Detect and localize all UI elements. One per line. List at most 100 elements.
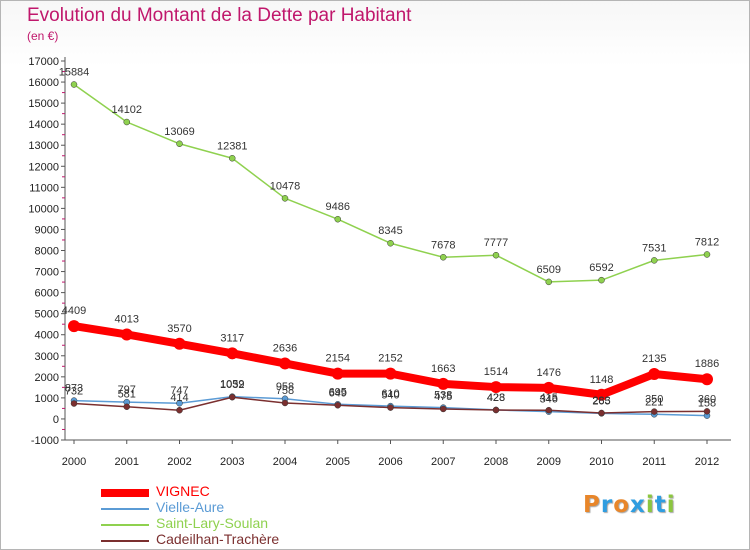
data-point [545, 406, 552, 414]
logo-letter: o [613, 492, 631, 518]
x-tick-label: 2009 [537, 456, 561, 468]
data-label: 6509 [537, 264, 561, 276]
data-label: 649 [329, 387, 347, 399]
y-tick-label: 10000 [28, 203, 59, 215]
data-label: 2135 [642, 353, 666, 365]
data-label: 695 [329, 386, 347, 398]
chart-title: Evolution du Montant de la Dette par Hab… [27, 5, 412, 26]
y-tick-label: 11000 [29, 182, 59, 194]
data-label: 360 [698, 393, 716, 405]
data-label: 415 [540, 392, 558, 404]
y-tick-label: 3000 [35, 351, 59, 363]
data-label: 2636 [273, 342, 297, 354]
data-label: 1514 [484, 366, 508, 378]
y-tick-label: 13000 [28, 140, 59, 152]
data-point [703, 251, 711, 258]
data-point [70, 81, 78, 88]
data-point [70, 400, 78, 407]
data-point [387, 404, 394, 411]
data-point [331, 367, 344, 380]
legend-swatch [101, 508, 149, 510]
data-label: 3117 [220, 332, 244, 344]
data-label: 2152 [378, 353, 402, 365]
data-point [545, 278, 552, 286]
data-label: 346 [540, 394, 558, 406]
data-label: 158 [698, 398, 716, 410]
data-point [229, 393, 236, 401]
data-label: 14102 [111, 104, 142, 116]
y-tick-label: 9000 [35, 224, 59, 236]
y-tick-label: 0 [53, 414, 59, 426]
x-tick-label: 2000 [62, 456, 86, 468]
data-point [651, 408, 658, 415]
logo-letter: P [583, 492, 601, 518]
data-point [229, 155, 236, 162]
data-label: 15884 [59, 66, 90, 78]
x-tick-label: 2008 [484, 456, 508, 468]
data-point [279, 357, 291, 370]
data-point [68, 320, 80, 333]
data-label: 221 [645, 396, 663, 408]
y-tick-label: 5000 [35, 309, 59, 321]
data-label: 958 [276, 381, 294, 393]
data-label: 3570 [167, 323, 191, 335]
x-tick-label: 2005 [326, 456, 350, 468]
data-label: 283 [592, 395, 610, 407]
logo-letter: i [645, 492, 655, 518]
chart-subtitle: (en €) [27, 29, 59, 43]
data-point [384, 367, 397, 380]
data-point [173, 337, 186, 350]
data-point [176, 140, 183, 148]
data-label: 1032 [220, 379, 244, 391]
y-tick-label: 7000 [35, 267, 59, 279]
y-tick-label: 2000 [35, 372, 59, 384]
legend-label: Saint-Lary-Soulan [156, 515, 269, 531]
data-point [542, 381, 555, 394]
legend-label: Cadeilhan-Trachère [156, 531, 280, 547]
data-point [492, 406, 500, 414]
legend-swatch [101, 489, 149, 497]
data-point [281, 399, 289, 407]
data-label: 797 [118, 384, 136, 396]
proxiti-logo: Proxiti [583, 492, 676, 518]
data-label: 610 [381, 388, 399, 400]
y-tick-label: 6000 [35, 288, 59, 300]
x-tick-label: 2004 [273, 456, 297, 468]
data-point [123, 118, 130, 126]
x-tick-label: 2003 [220, 456, 244, 468]
data-label: 4409 [62, 305, 86, 317]
y-tick-label: 16000 [28, 77, 59, 89]
data-label: 12381 [217, 140, 248, 152]
y-tick-label: 15000 [28, 98, 59, 110]
data-label: 6592 [589, 262, 613, 274]
data-label: 350 [645, 394, 663, 406]
data-label: 2154 [326, 353, 350, 365]
legend-label: VIGNEC [156, 483, 210, 499]
data-label: 873 [65, 383, 83, 395]
data-label: 1059 [220, 379, 244, 391]
data-label: 13069 [164, 126, 195, 138]
y-tick-label: 14000 [28, 119, 59, 131]
data-label: 758 [276, 385, 294, 397]
data-label: 265 [592, 395, 610, 407]
data-point [595, 388, 608, 401]
data-label: 1886 [695, 358, 719, 370]
data-point [648, 367, 661, 380]
x-tick-label: 2007 [431, 456, 455, 468]
data-label: 9486 [326, 201, 350, 213]
data-label: 475 [434, 391, 452, 403]
y-tick-label: 4000 [35, 330, 59, 342]
data-point [120, 328, 133, 341]
data-point [437, 377, 450, 390]
data-label: 7531 [642, 242, 666, 254]
data-label: 732 [65, 386, 83, 398]
y-tick-label: 1000 [35, 393, 59, 405]
logo-letter: i [666, 492, 676, 518]
x-tick-label: 2001 [115, 456, 139, 468]
x-tick-label: 2006 [378, 456, 402, 468]
x-tick-label: 2002 [167, 456, 191, 468]
logo-letter: t [654, 492, 667, 518]
data-point [490, 381, 502, 394]
data-label: 1148 [590, 374, 614, 386]
